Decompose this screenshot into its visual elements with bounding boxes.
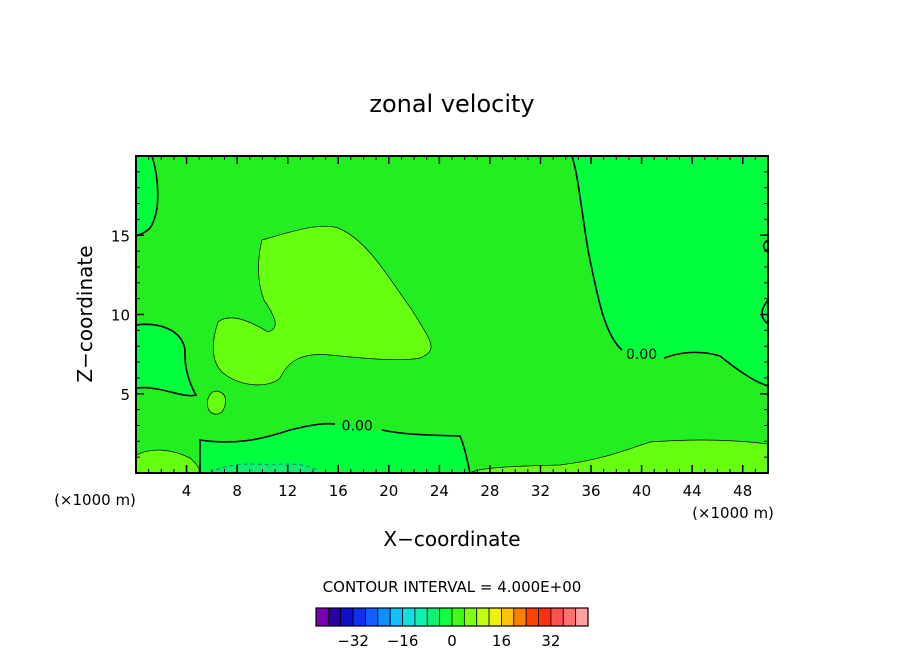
x-tick-label: 32 bbox=[531, 482, 550, 500]
field-region-left-mid bbox=[136, 324, 196, 396]
contour-positive-small bbox=[206, 390, 226, 415]
colorbar-swatch bbox=[439, 607, 453, 627]
colorbar-swatch bbox=[538, 607, 552, 627]
colorbar-swatch bbox=[463, 607, 478, 627]
field-region-left-top bbox=[136, 156, 158, 236]
x-unit-left: (×1000 m) bbox=[54, 491, 136, 509]
colorbar-swatch bbox=[426, 607, 441, 627]
x-tick-label: 8 bbox=[232, 482, 242, 500]
contour-positive-bottom-right bbox=[469, 439, 768, 473]
y-tick-label: 10 bbox=[111, 307, 130, 325]
colorbar-swatch bbox=[365, 607, 379, 627]
x-tick-label: 48 bbox=[733, 482, 752, 500]
x-tick-label: 16 bbox=[329, 482, 348, 500]
plot-area bbox=[136, 156, 768, 473]
colorbar-tick-label: 0 bbox=[447, 632, 457, 650]
contour-label: 0.00 bbox=[626, 347, 657, 363]
chart-title: zonal velocity bbox=[369, 90, 534, 118]
x-axis: 4 8 12 16 20 24 28 32 36 40 44 48 bbox=[148, 156, 756, 500]
x-tick-label: 4 bbox=[182, 482, 192, 500]
contour-interval-text: CONTOUR INTERVAL = 4.000E+00 bbox=[323, 578, 582, 596]
colorbar-swatch bbox=[389, 607, 403, 627]
y-axis-label: Z−coordinate bbox=[73, 245, 97, 382]
colorbar-swatch bbox=[550, 607, 564, 627]
colorbar-frame bbox=[315, 607, 589, 627]
colorbar-tick-label: −32 bbox=[337, 632, 369, 650]
x-tick-label: 28 bbox=[480, 482, 499, 500]
x-tick-label: 12 bbox=[278, 482, 297, 500]
contour-label: 0.00 bbox=[342, 418, 373, 434]
field-region-small bbox=[207, 391, 226, 415]
contour-zero-right bbox=[571, 156, 768, 387]
field-region-bottom-right bbox=[470, 440, 768, 473]
colorbar-swatch bbox=[315, 607, 329, 627]
colorbar-swatch bbox=[476, 607, 490, 627]
contour-negative-dashed bbox=[209, 463, 319, 473]
x-tick-label: 20 bbox=[379, 482, 398, 500]
x-tick-label: 44 bbox=[683, 482, 702, 500]
x-axis-label: X−coordinate bbox=[383, 527, 520, 551]
x-tick-label: 24 bbox=[430, 482, 449, 500]
contour-labels: 0.00 0.00 bbox=[342, 347, 658, 434]
contour-positive-center bbox=[212, 225, 432, 386]
field-region-bottom-left bbox=[136, 450, 200, 473]
y-axis: 5 10 15 bbox=[111, 171, 768, 458]
colorbar-swatch bbox=[488, 607, 502, 627]
colorbar-swatch bbox=[513, 607, 527, 627]
contour-zero-bottom bbox=[199, 422, 471, 473]
y-tick-label: 15 bbox=[111, 227, 130, 245]
colorbar-swatch bbox=[525, 607, 539, 627]
colorbar-swatch bbox=[327, 607, 342, 627]
colorbar-swatch bbox=[451, 607, 465, 627]
colorbar-tick-label: 16 bbox=[492, 632, 511, 650]
contour-zero-left-mid bbox=[136, 323, 198, 397]
x-tick-label: 36 bbox=[581, 482, 600, 500]
colorbar-swatch bbox=[501, 607, 515, 627]
colorbar: −32 −16 0 16 32 bbox=[315, 607, 589, 650]
colorbar-swatch bbox=[377, 607, 391, 627]
x-tick-label: 40 bbox=[632, 482, 651, 500]
x-unit-right: (×1000 m) bbox=[692, 504, 774, 522]
colorbar-swatch bbox=[340, 607, 354, 627]
colorbar-swatch bbox=[575, 607, 589, 627]
y-tick-label: 5 bbox=[120, 386, 130, 404]
field-region-center bbox=[213, 226, 432, 385]
colorbar-tick-label: 32 bbox=[541, 632, 560, 650]
colorbar-swatch bbox=[352, 607, 366, 627]
colorbar-swatch bbox=[402, 607, 416, 627]
colorbar-swatch bbox=[414, 607, 428, 627]
colorbar-swatch bbox=[562, 607, 577, 627]
field-region-right bbox=[572, 156, 768, 386]
colorbar-tick-label: −16 bbox=[387, 632, 419, 650]
